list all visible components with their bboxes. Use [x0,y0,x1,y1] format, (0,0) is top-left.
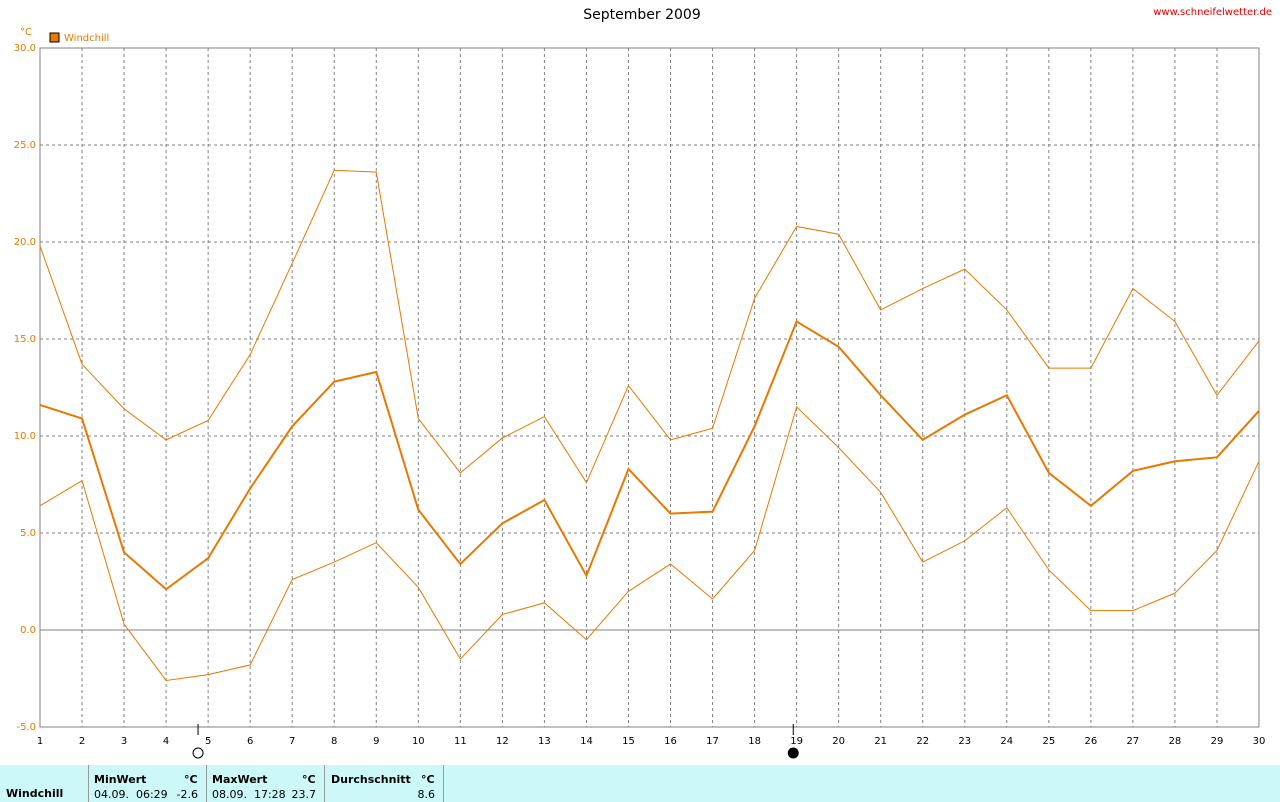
x-tick-label: 14 [580,736,593,747]
x-tick-label: 8 [331,736,337,747]
row-label: Windchill [6,787,64,800]
x-tick-label: 9 [373,736,379,747]
y-tick-label: 30.0 [14,43,36,54]
chart: September 2009 www.schneifelwetter.de °C… [14,7,1272,759]
column-unit: °C [421,773,435,786]
column-header: Durchschnitt [331,773,411,786]
y-unit: °C [20,27,32,38]
x-tick-label: 16 [664,736,677,747]
x-tick-label: 23 [958,736,971,747]
column-header: MinWert [94,773,147,786]
x-tick-label: 21 [874,736,887,747]
y-tick-label: -5.0 [16,722,36,733]
x-tick-label: 20 [832,736,845,747]
moon-phase [192,747,204,759]
x-tick-label: 11 [454,736,467,747]
column-header: MaxWert [212,773,268,786]
moon-phase [787,747,799,759]
x-tick-label: 25 [1042,736,1055,747]
time: 08.09. 17:28 [212,788,286,801]
time: 04.09. 06:29 [94,788,168,801]
separator [443,765,444,802]
x-tick-label: 17 [706,736,719,747]
x-tick-label: 27 [1127,736,1140,747]
x-tick-label: 30 [1253,736,1266,747]
column-unit: °C [302,773,316,786]
y-tick-label: 15.0 [14,334,36,345]
x-tick-label: 5 [205,736,211,747]
separator [324,765,325,802]
separator [206,765,207,802]
separator [88,765,89,802]
x-tick-label: 15 [622,736,635,747]
x-tick-label: 2 [79,736,85,747]
value: 8.6 [417,788,436,801]
y-tick-label: 25.0 [14,140,36,151]
x-tick-label: 1 [37,736,43,747]
x-tick-label: 10 [412,736,425,747]
series-line [39,320,1260,591]
x-tick-label: 29 [1211,736,1224,747]
x-tick-label: 26 [1084,736,1097,747]
plot-frame [39,47,1260,728]
chart-title: September 2009 [583,7,700,23]
series-line [39,405,1260,681]
value: 23.7 [291,788,317,801]
stats-table: Windchill MinWert °C 04.09. 06:29 -2.6 MaxWe… [0,765,1280,802]
x-tick-label: 6 [247,736,253,747]
x-tick-label: 28 [1169,736,1182,747]
x-tick-label: 18 [748,736,761,747]
series-line [39,169,1260,484]
y-tick-label: 10.0 [14,431,36,442]
x-tick-label: 4 [163,736,169,747]
x-tick-label: 12 [496,736,509,747]
x-tick-label: 13 [538,736,551,747]
y-tick-label: 0.0 [20,625,36,636]
value: -2.6 [176,788,198,801]
source: www.schneifelwetter.de [1153,7,1272,18]
legend-label: Windchill [64,33,109,44]
y-tick-label: 5.0 [20,528,36,539]
y-tick-label: 20.0 [14,237,36,248]
x-tick-label: 24 [1000,736,1013,747]
x-tick-label: 19 [790,736,803,747]
x-tick-label: 3 [121,736,127,747]
x-tick-label: 22 [916,736,929,747]
x-tick-label: 7 [289,736,295,747]
legend-swatch [49,32,60,43]
column-unit: °C [184,773,198,786]
